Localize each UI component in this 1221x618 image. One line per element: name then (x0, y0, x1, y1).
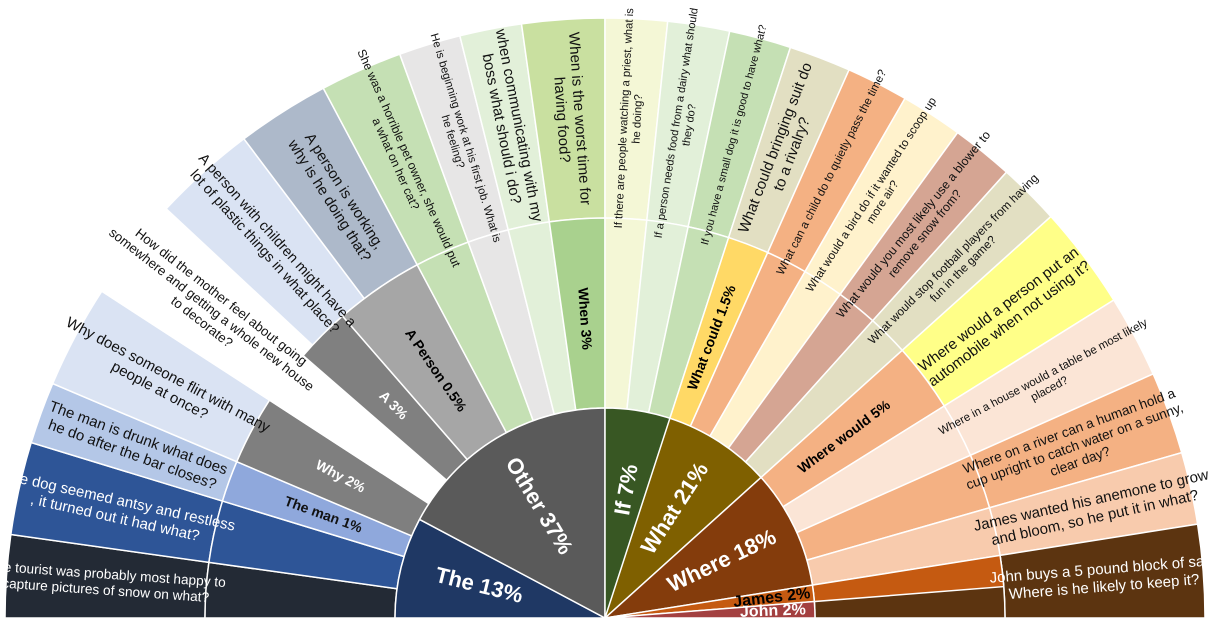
subcategory-label: When 3% (575, 287, 595, 351)
category-label-line: John 2% (740, 601, 806, 618)
example-ring (4, 17, 1206, 618)
subcategory-ring (204, 217, 1006, 618)
subcategory-label-line: When 3% (575, 287, 595, 351)
category-wedge (604, 600, 816, 618)
example-text-line: having food? (550, 76, 573, 163)
category-label: John 2% (740, 601, 806, 618)
example-text-line: he doing? (631, 94, 646, 144)
category-wedge (418, 407, 606, 618)
category-ring (394, 407, 816, 618)
